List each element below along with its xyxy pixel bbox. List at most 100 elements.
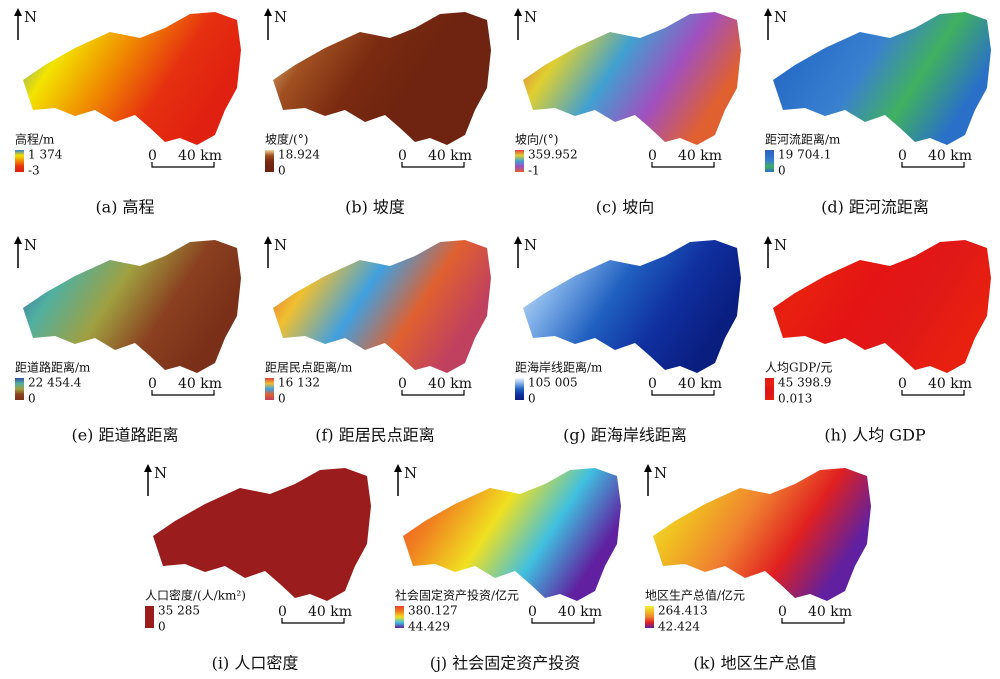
caption: (k) 地区生产总值: [693, 654, 816, 673]
legend-max: 18.924: [278, 148, 320, 162]
map-region: [23, 240, 241, 373]
legend-title: 坡向/(°): [515, 132, 558, 147]
north-label: N: [774, 8, 787, 26]
legend-title: 距居民点距离/m: [265, 360, 353, 375]
scale-zero: 0: [148, 148, 157, 164]
caption: (h) 人均 GDP: [824, 426, 926, 445]
north-label: N: [274, 236, 287, 254]
legend-min: 0.013: [778, 392, 812, 406]
legend-max: 45 398.9: [778, 376, 831, 390]
map-region: [273, 12, 491, 145]
legend-bar: [515, 150, 524, 172]
map-region: [273, 240, 491, 373]
scale-bar: [901, 390, 965, 396]
scale-label: 40 km: [428, 148, 472, 164]
north-arrow-head: [644, 464, 652, 472]
legend-title: 地区生产总值/亿元: [645, 588, 745, 603]
legend-min: 0: [278, 392, 286, 406]
map-region: [153, 468, 371, 601]
panel: N 人均GDP/元45 398.9 0.013 0 40 km (h) 人均 GDP: [764, 236, 991, 445]
legend-max: 1 374: [28, 148, 63, 162]
north-label: N: [404, 464, 417, 482]
north-arrow-head: [764, 8, 772, 16]
scale-zero: 0: [898, 376, 907, 392]
scale-bar: [901, 162, 965, 168]
caption: (g) 距海岸线距离: [563, 426, 687, 445]
legend-max: 35 285: [158, 604, 200, 618]
map-region: [403, 468, 621, 601]
scale-label: 40 km: [928, 376, 972, 392]
scale-bar: [781, 618, 845, 624]
legend-max: 22 454.4: [28, 376, 82, 390]
caption: (c) 坡向: [596, 198, 655, 217]
legend-bar: [265, 378, 274, 400]
scale-zero: 0: [648, 376, 657, 392]
legend-max: 264.413: [658, 604, 708, 618]
north-arrow-head: [514, 8, 522, 16]
legend-max: 16 132: [278, 376, 320, 390]
legend-bar: [15, 378, 24, 400]
north-arrow-head: [514, 236, 522, 244]
scale-bar: [281, 618, 345, 624]
north-label: N: [774, 236, 787, 254]
scale-bar: [401, 162, 465, 168]
panel: N 坡度/(°)18.924 0 0 40 km (b) 坡度: [264, 8, 491, 217]
scale-bar: [651, 390, 715, 396]
map-region: [23, 12, 241, 145]
north-arrow-head: [264, 236, 272, 244]
panel: N 距道路距离/m22 454.4 0 0 40 km (e) 距道路距离: [14, 236, 241, 445]
legend-min: 0: [28, 392, 36, 406]
scale-zero: 0: [648, 148, 657, 164]
legend-min: 0: [158, 620, 166, 634]
legend-min: -3: [28, 164, 40, 178]
legend-max: 359.952: [528, 148, 578, 162]
scale-zero: 0: [898, 148, 907, 164]
scale-zero: 0: [398, 148, 407, 164]
legend-bar: [265, 150, 274, 172]
legend-max: 19 704.1: [778, 148, 831, 162]
panel: N 距河流距离/m19 704.1 0 0 40 km (d) 距河流距离: [764, 8, 991, 217]
legend-min: 44.429: [408, 620, 450, 634]
scale-label: 40 km: [428, 376, 472, 392]
scale-zero: 0: [148, 376, 157, 392]
panel: N 高程/m1 374 -3 0 40 km (a) 高程: [14, 8, 241, 217]
scale-zero: 0: [398, 376, 407, 392]
caption: (a) 高程: [95, 198, 154, 217]
north-arrow-head: [394, 464, 402, 472]
map-region: [523, 240, 741, 373]
panel: N 距居民点距离/m16 132 0 0 40 km (f) 距居民点距离: [264, 236, 491, 445]
caption: (b) 坡度: [345, 198, 405, 217]
north-label: N: [24, 8, 37, 26]
scale-bar: [651, 162, 715, 168]
north-label: N: [24, 236, 37, 254]
north-arrow-head: [764, 236, 772, 244]
map-region: [773, 240, 991, 373]
caption: (i) 人口密度: [212, 654, 299, 673]
north-label: N: [524, 236, 537, 254]
north-label: N: [274, 8, 287, 26]
panel: N 人口密度/(人/km²)35 285 0 0 40 km (i) 人口密度: [144, 464, 371, 673]
map-region: [523, 12, 741, 145]
scale-label: 40 km: [678, 376, 722, 392]
scale-label: 40 km: [178, 148, 222, 164]
scale-zero: 0: [778, 604, 787, 620]
north-arrow-head: [14, 236, 22, 244]
legend-bar: [395, 606, 404, 628]
scale-label: 40 km: [308, 604, 352, 620]
scale-zero: 0: [528, 604, 537, 620]
legend-title: 距道路距离/m: [15, 360, 91, 375]
scale-zero: 0: [278, 604, 287, 620]
scale-label: 40 km: [808, 604, 852, 620]
legend-bar: [765, 150, 774, 172]
caption: (f) 距居民点距离: [315, 426, 435, 445]
legend-title: 社会固定资产投资/亿元: [395, 588, 519, 603]
legend-title: 坡度/(°): [265, 132, 308, 147]
map-region: [653, 468, 871, 601]
scale-label: 40 km: [558, 604, 602, 620]
north-arrow-head: [144, 464, 152, 472]
legend-min: 0: [778, 164, 786, 178]
scale-bar: [151, 390, 215, 396]
legend-title: 距河流距离/m: [765, 132, 841, 147]
